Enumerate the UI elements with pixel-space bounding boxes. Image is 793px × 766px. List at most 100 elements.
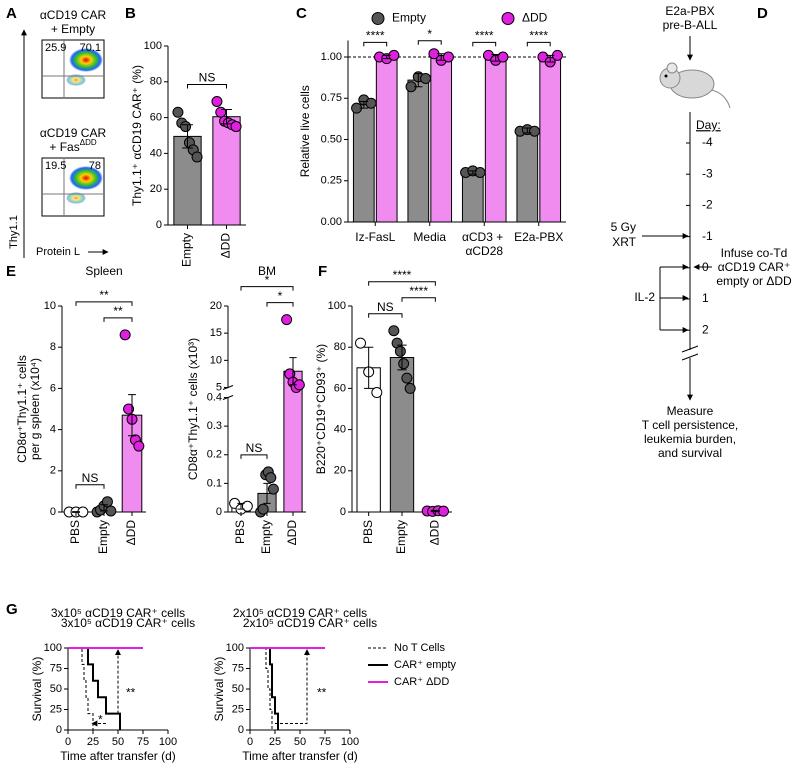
survival-line [250,647,279,730]
y-tick-label: 0.25 [321,175,342,187]
gate-value: 19.5 [45,160,66,172]
data-point [123,403,135,415]
panel-letter: A [6,5,17,22]
data-point [191,151,203,163]
y-tick-label: 0 [156,219,162,231]
flow-axis-label: Thy1.1 [8,215,20,249]
bar [484,57,507,223]
y-tick-label: 100 [44,642,62,654]
day-label: 0 [702,260,709,274]
flow-axis-label: Protein L [36,246,80,258]
y-tick-label: 15 [210,327,222,339]
y-tick-label: 4 [50,424,56,436]
x-tick-label: Empty [96,520,110,554]
data-point [281,314,293,326]
sig-bracket [368,281,436,286]
y-axis-label: Survival (%) [212,657,226,722]
y-tick-label: 50 [232,683,244,695]
data-point [241,500,253,512]
y-axis-label: Thy1.1⁺ αCD19 CAR⁺ (%) [130,65,144,206]
x-tick-label: Empty [394,520,408,554]
y-tick-label: 50 [50,683,62,695]
sig-label: ** [126,685,136,699]
sig-label: NS [199,71,216,85]
diagram-text: IL-2 [634,290,655,304]
data-point [355,337,366,349]
diagram-text: Day: [696,118,721,132]
y-tick-label: 80 [334,341,346,353]
sig-bracket [368,313,403,318]
bar [375,56,398,223]
data-point [133,440,145,452]
y-tick-label: 20 [210,300,222,312]
error-bar [359,101,368,109]
diagram-text: and survival [658,446,722,460]
gate-value: 25.9 [45,42,66,54]
y-tick-label: 25 [50,703,62,715]
data-point [394,345,406,357]
bar [430,56,453,223]
chart-title: Spleen [85,264,122,278]
data-point [474,167,486,178]
x-tick-label: 0 [247,736,253,748]
y-tick-label: 80 [150,76,162,88]
data-point [371,387,383,399]
x-tick-label: Empty [259,520,273,554]
y-tick-label: 100 [226,642,244,654]
diagram-text: αCD19 CAR⁺ [718,260,791,274]
x-tick-label: Iz-FasL [355,230,395,244]
data-point [211,95,223,107]
y-tick-label: 0.75 [321,92,342,104]
error-bar [437,53,446,61]
x-tick-label: 75 [319,736,331,748]
error-bar [430,509,440,513]
bar [283,370,303,513]
error-bar [100,504,108,512]
sig-bracket [75,301,133,306]
sig-label: **** [475,29,494,43]
chart-title: 2x10⁵ αCD19 CAR⁺ cells [233,606,367,620]
error-bar [468,170,477,175]
y-tick-label: 60 [334,382,346,394]
sig-label: * [98,712,103,726]
day-label: -1 [702,229,713,243]
error-bar [546,54,555,63]
sig-label: ** [113,304,123,318]
chart-title: 3x10⁵ αCD19 CAR⁺ cells [51,606,185,620]
legend-label: CAR⁺ empty [394,659,457,671]
diagram-text: 5 Gy [611,220,636,234]
sig-bracket [266,302,294,307]
sig-bracket [240,454,268,459]
legend-label: ΔDD [522,11,548,25]
panel-letter: E [6,263,16,280]
panel-letter: D [757,5,768,22]
y-tick-label: 100 [144,40,162,52]
data-point [365,97,377,109]
sig-label: * [427,27,432,41]
diagram-text: leukemia burden, [644,432,736,446]
x-tick-label: αCD3 + αCD28 [462,230,507,258]
x-tick-label: 100 [159,736,177,748]
day-label: -3 [702,166,713,180]
data-point [265,472,277,484]
sig-label: ** [99,288,109,302]
x-tick-label: 75 [137,736,149,748]
bar [212,116,241,226]
data-point [267,483,279,495]
error-bar [382,54,391,60]
sig-bracket [103,317,133,322]
data-point [180,121,192,133]
error-bar [263,482,271,504]
x-axis-label: Time after transfer (d) [242,749,358,763]
sig-bracket [240,286,294,291]
error-bar [128,394,136,437]
sig-bracket [526,41,551,47]
sig-label: * [278,289,283,303]
flow-label: αCD19 CAR [40,8,107,22]
y-tick-label: 25 [232,703,244,715]
x-tick-label: ΔDD [428,520,442,546]
gate-value: 78 [89,160,101,172]
x-tick-label: ΔDD [124,520,138,546]
x-axis-label: Time after transfer (d) [60,749,176,763]
data-point [172,106,184,118]
